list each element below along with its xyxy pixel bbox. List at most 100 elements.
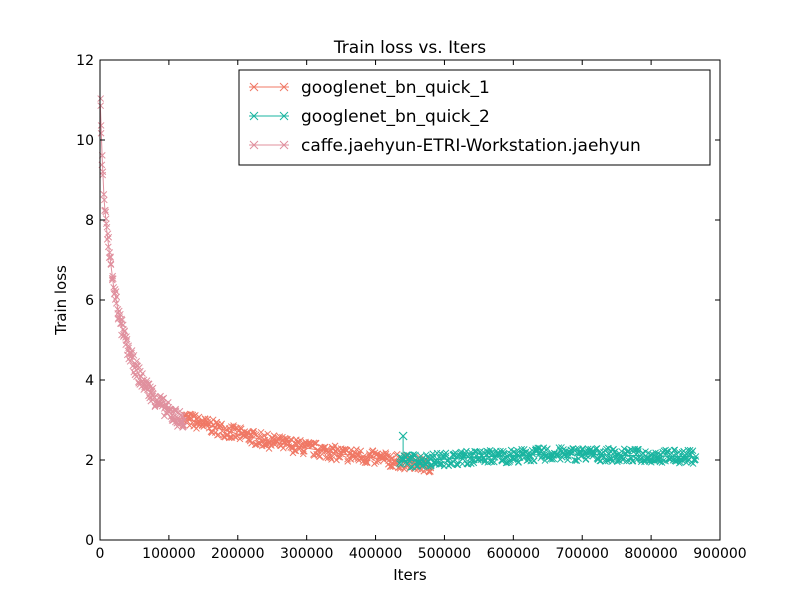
marker: [279, 444, 287, 452]
tick-layer: 0 100000 200000 300000 400000 500000 600000 700…: [76, 53, 747, 562]
marker: [506, 458, 514, 465]
x-tick-label: 800000: [624, 546, 677, 562]
marker: [305, 440, 312, 448]
outlier-marker: [398, 431, 408, 441]
marker: [193, 425, 200, 432]
marker: [100, 196, 108, 204]
marker: [662, 457, 669, 465]
x-tick-label: 900000: [693, 546, 746, 562]
marker: [674, 455, 682, 462]
y-tick-label: 10: [76, 133, 94, 149]
marker: [295, 445, 303, 453]
marker: [297, 436, 304, 444]
legend-marker: [249, 82, 259, 92]
marker: [97, 95, 105, 102]
marker: [583, 452, 590, 460]
marker: [107, 260, 115, 268]
marker: [128, 347, 136, 354]
x-tick-label: 400000: [349, 546, 402, 562]
marker: [663, 448, 671, 455]
marker: [191, 412, 199, 419]
marker: [109, 272, 117, 280]
marker: [230, 423, 237, 431]
y-tick-label: 12: [76, 53, 94, 69]
legend-entry: caffe.jaehyun-ETRI-Workstation.jaehyun: [249, 136, 641, 156]
marker: [530, 457, 538, 465]
marker: [412, 451, 419, 459]
y-tick-label: 4: [85, 373, 94, 389]
marker: [671, 446, 679, 454]
legend: googlenet_bn_quick_1 googlenet_bn_quick_2…: [238, 69, 711, 166]
marker: [544, 445, 551, 453]
marker: [125, 344, 132, 352]
x-tick-label: 200000: [211, 546, 264, 562]
x-tick-label: 100000: [142, 546, 195, 562]
marker: [264, 430, 272, 438]
legend-marker: [249, 111, 259, 121]
marker: [300, 447, 308, 455]
legend-label: googlenet_bn_quick_2: [301, 107, 490, 127]
series-layer: [97, 95, 700, 476]
legend-marker: [249, 140, 259, 150]
marker: [515, 452, 523, 460]
marker: [353, 446, 360, 453]
legend-entry: googlenet_bn_quick_2: [249, 107, 490, 127]
marker: [568, 449, 575, 457]
marker: [195, 413, 203, 421]
marker: [481, 456, 488, 464]
marker: [690, 456, 698, 464]
marker: [519, 450, 527, 458]
marker: [227, 434, 235, 441]
marker: [463, 447, 470, 455]
marker: [254, 439, 262, 447]
series-googlenet_bn_quick_1: [179, 410, 435, 476]
marker: [149, 384, 157, 392]
x-tick-label: 500000: [418, 546, 471, 562]
marker: [655, 455, 663, 463]
marker: [102, 208, 110, 216]
marker: [316, 452, 324, 460]
chart-title: Train loss vs. Iters: [333, 38, 486, 58]
marker: [291, 447, 298, 454]
marker: [643, 454, 651, 461]
legend-marker: [279, 111, 289, 121]
marker: [218, 420, 225, 428]
marker: [689, 447, 697, 455]
marker: [565, 453, 573, 460]
marker: [113, 300, 120, 307]
x-tick-label: 300000: [280, 546, 333, 562]
x-tick-label: 700000: [555, 546, 608, 562]
marker: [312, 439, 319, 447]
marker: [145, 391, 153, 399]
y-tick-label: 6: [85, 293, 94, 309]
y-axis-label: Train loss: [52, 265, 70, 336]
marker: [410, 451, 418, 458]
marker: [179, 412, 186, 420]
marker: [109, 275, 117, 283]
legend-marker: [279, 82, 289, 92]
marker: [614, 456, 621, 464]
marker: [289, 443, 297, 451]
x-tick-label: 600000: [487, 546, 540, 562]
marker: [571, 457, 579, 464]
marker: [391, 458, 398, 466]
marker: [119, 333, 127, 340]
marker: [121, 327, 129, 335]
marker: [603, 445, 610, 453]
marker: [97, 102, 105, 110]
series-caffe.jaehyun-ETRI-Workstation.jaehyun: [97, 95, 188, 431]
marker: [605, 444, 612, 452]
legend-box: [238, 69, 711, 166]
marker: [125, 342, 133, 350]
marker: [104, 243, 112, 251]
marker: [123, 335, 131, 343]
marker: [132, 370, 139, 378]
marker: [225, 434, 233, 442]
marker: [139, 370, 146, 377]
marker: [660, 457, 667, 464]
marker: [488, 458, 496, 466]
marker: [105, 233, 113, 241]
marker: [292, 447, 300, 455]
marker: [205, 424, 213, 432]
